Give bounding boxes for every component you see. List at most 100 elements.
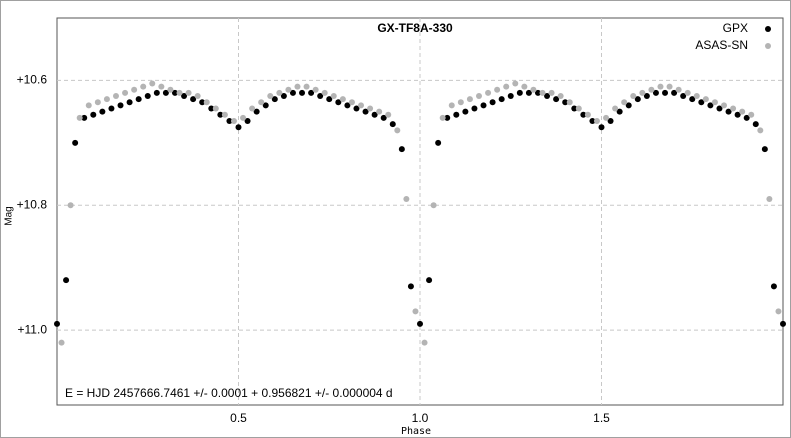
x-tick-label: 0.5 [230, 411, 247, 425]
data-point [90, 111, 97, 118]
data-point [253, 108, 260, 115]
data-point [276, 89, 283, 96]
data-point [562, 99, 569, 106]
y-tick-label: +10.6 [17, 73, 48, 87]
data-point [353, 105, 360, 112]
data-point [503, 83, 510, 90]
data-point [752, 121, 759, 128]
data-point [652, 89, 659, 96]
data-point [235, 124, 242, 131]
data-point [780, 320, 786, 327]
data-point [725, 108, 732, 115]
data-point [516, 89, 523, 96]
data-point [344, 102, 351, 109]
data-point [122, 89, 129, 96]
data-point [698, 99, 705, 106]
data-point [108, 105, 115, 112]
data-point [639, 89, 646, 96]
data-point [99, 108, 106, 115]
data-point [131, 86, 138, 93]
data-point [312, 86, 319, 93]
y-axis-label: Mag [4, 206, 15, 225]
data-point [58, 339, 65, 346]
data-point [621, 99, 628, 106]
data-point [598, 124, 605, 131]
legend-label: GPX [723, 21, 748, 35]
data-point [766, 196, 773, 203]
points [54, 80, 786, 346]
data-point [666, 83, 673, 90]
data-point [530, 86, 537, 93]
data-point [702, 96, 709, 103]
data-point [389, 121, 396, 128]
data-point [348, 99, 355, 106]
data-point [539, 89, 546, 96]
data-point [480, 102, 487, 109]
data-point [308, 89, 315, 96]
data-point [770, 283, 777, 290]
data-point [580, 111, 587, 118]
x-tick-label: 1.0 [412, 411, 429, 425]
data-point [140, 83, 147, 90]
data-point [403, 196, 410, 203]
data-point [321, 89, 328, 96]
data-point [548, 89, 555, 96]
data-point [525, 89, 532, 96]
data-point [680, 93, 687, 100]
data-point [289, 89, 296, 96]
data-point [711, 99, 718, 106]
data-point [566, 99, 573, 106]
data-point [648, 86, 655, 93]
data-point [249, 105, 256, 112]
data-point [176, 89, 183, 96]
data-point [643, 93, 650, 100]
data-point [240, 114, 247, 121]
data-point [757, 127, 764, 134]
data-point [185, 89, 192, 96]
legend-marker [765, 26, 771, 32]
data-point [212, 105, 219, 112]
chart-title: GX-TF8A-330 [377, 21, 453, 35]
data-point [657, 83, 664, 90]
data-point [294, 83, 301, 90]
data-point [394, 127, 401, 134]
data-point [317, 93, 324, 100]
data-point [707, 102, 714, 109]
data-point [126, 99, 133, 106]
data-point [494, 86, 501, 93]
data-point [521, 83, 528, 90]
data-point [430, 202, 437, 209]
x-axis-label: Phase [401, 426, 431, 437]
data-point [675, 86, 682, 93]
data-point [303, 83, 310, 90]
data-point [167, 86, 174, 93]
data-point [398, 146, 405, 153]
data-point [571, 105, 578, 112]
data-point [267, 93, 274, 100]
data-point [466, 96, 473, 103]
data-point [54, 320, 60, 327]
data-point [217, 111, 224, 118]
data-point [63, 277, 70, 284]
data-point [407, 283, 414, 290]
data-point [221, 111, 228, 118]
data-point [330, 93, 337, 100]
data-point [689, 96, 696, 103]
data-point [498, 96, 505, 103]
data-point [475, 93, 482, 100]
data-point [716, 105, 723, 112]
data-point [534, 89, 541, 96]
data-point [144, 93, 151, 100]
data-point [453, 111, 460, 118]
data-point [326, 96, 333, 103]
data-point [76, 114, 83, 121]
data-point [244, 117, 251, 124]
data-point [72, 139, 79, 146]
data-point [258, 99, 265, 106]
data-point [671, 89, 678, 96]
data-point [512, 80, 519, 87]
legend-label: ASAS-SN [695, 38, 748, 52]
data-point [421, 339, 428, 346]
data-point [435, 139, 442, 146]
data-point [199, 99, 206, 106]
